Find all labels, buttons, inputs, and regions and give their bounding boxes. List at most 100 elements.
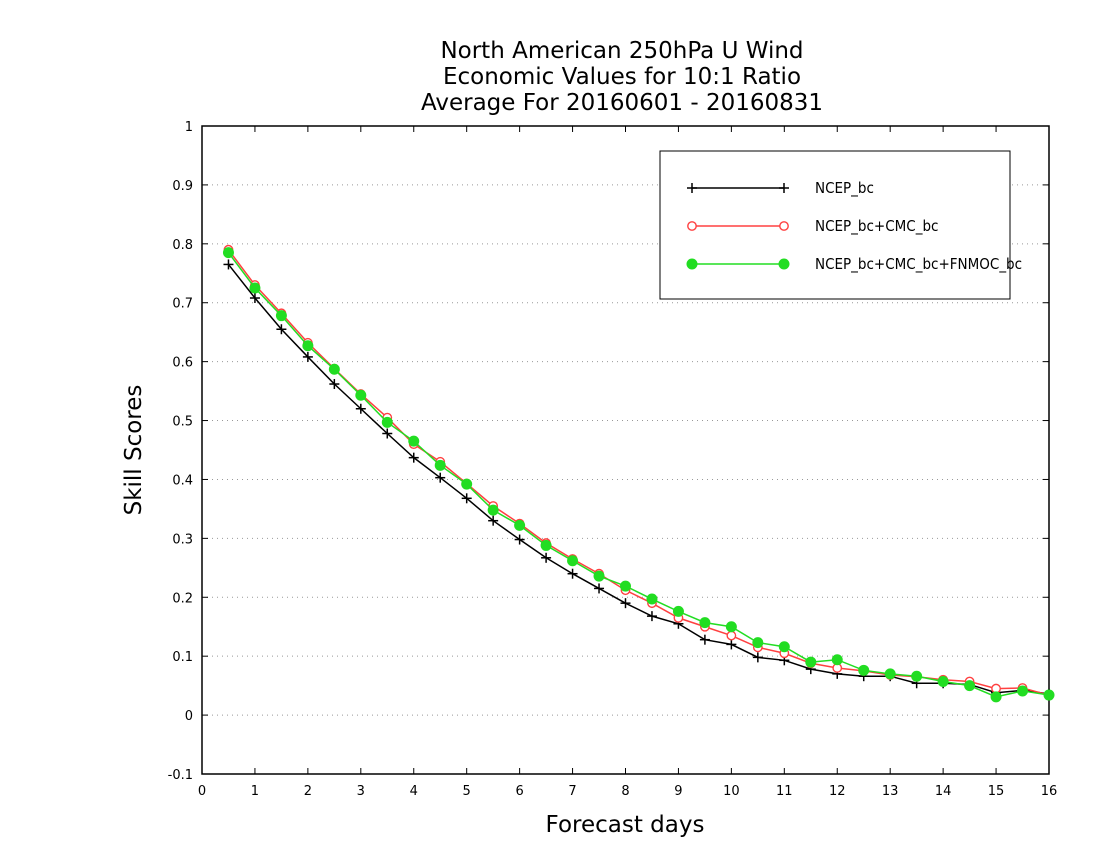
data-point [779,183,789,193]
series [222,244,1055,703]
legend-entry: NCEP_bc+CMC_bc+FNMOC_bc [686,255,1022,274]
data-point [382,428,393,439]
y-tick-label: 0.8 [172,238,193,253]
data-point [487,504,499,516]
data-point [276,324,287,335]
y-tick-label: 0.6 [172,356,193,371]
x-tick-label: 9 [674,784,682,799]
legend: NCEP_bc NCEP_bc+CMC_bc NCEP_bc+CMC_bc+FNMO… [659,150,1022,300]
data-point [779,221,789,231]
x-tick-label: 1 [251,784,259,799]
data-point [434,459,446,471]
x-tick-label: 8 [621,784,629,799]
x-tick-label: 12 [829,784,846,799]
x-tick-label: 15 [988,784,1005,799]
x-tick-label: 0 [198,784,206,799]
data-point [831,654,843,666]
y-tick-label: 0.7 [172,297,193,312]
data-point [594,583,605,594]
data-point [620,598,631,609]
data-point [408,452,419,463]
data-point [222,247,234,259]
data-point [514,534,525,545]
data-point [687,221,697,231]
x-tick-label: 4 [410,784,418,799]
legend-label: NCEP_bc+CMC_bc+FNMOC_bc [815,255,1022,274]
data-point [328,363,340,375]
series-1 [223,259,1054,699]
data-point [725,621,737,633]
y-tick-label: 0.3 [172,532,193,547]
data-point [726,639,737,650]
data-point [355,403,366,414]
data-point [937,676,949,688]
x-tick-label: 7 [568,784,576,799]
series-2 [223,244,1054,700]
x-tick-label: 14 [935,784,952,799]
legend-label: NCEP_bc+CMC_bc [815,217,938,236]
data-point [646,593,658,605]
data-point [541,552,552,563]
data-point [567,568,578,579]
data-point [302,340,314,352]
data-point [461,493,472,504]
data-point [778,258,790,270]
y-tick-label: 0.2 [172,591,193,606]
data-point [778,641,790,653]
data-point [249,282,261,294]
y-tick-label: 0.4 [172,473,193,488]
x-tick-label: 16 [1041,784,1058,799]
y-tick-label: -0.1 [168,768,193,783]
data-point [329,379,340,390]
data-point [699,617,711,629]
data-point [911,670,923,682]
legend-entry: NCEP_bc [687,179,874,198]
data-point [964,680,976,692]
data-point [687,183,697,193]
data-point [752,652,763,663]
series-line [227,263,1050,695]
data-point [408,435,420,447]
x-axis-label: Forecast days [546,812,705,838]
x-tick-label: 5 [463,784,471,799]
data-point [435,472,446,483]
chart-title-line-3: Average For 20160601 - 20160831 [421,90,823,116]
x-tick-label: 13 [882,784,899,799]
y-tick-label: 0 [185,709,193,724]
y-axis: -0.1 0 0.1 0.2 0.3 0.4 0.5 0.6 0.7 0.8 0.9 1 [168,120,1049,783]
data-point [726,630,737,641]
legend-label: NCEP_bc [815,179,874,198]
data-point [990,691,1002,703]
data-point [355,389,367,401]
data-point [646,611,657,622]
y-axis-label: Skill Scores [121,385,147,516]
data-point [752,637,764,649]
data-point [672,605,684,617]
data-point [249,293,260,304]
x-tick-label: 11 [776,784,793,799]
data-point [381,416,393,428]
chart-title-line-2: Economic Values for 10:1 Ratio [443,64,801,90]
data-point [1017,685,1029,697]
data-point [805,656,817,668]
data-point [514,519,526,531]
y-tick-label: 1 [185,120,193,135]
x-tick-label: 6 [515,784,523,799]
legend-box [659,150,1011,300]
data-point [223,259,234,270]
data-point [275,310,287,322]
x-axis: 0 1 2 3 4 5 6 7 8 9 10 11 12 13 14 15 16 [198,126,1057,799]
series-3 [222,247,1055,703]
data-point [593,570,605,582]
y-tick-label: 0.1 [172,650,193,665]
x-tick-label: 3 [357,784,365,799]
series-line [227,249,1050,696]
y-tick-label: 0.5 [172,415,193,430]
data-point [567,555,579,567]
data-point [884,668,896,680]
x-tick-label: 2 [304,784,312,799]
y-tick-label: 0.9 [172,179,193,194]
series-line [227,252,1050,698]
